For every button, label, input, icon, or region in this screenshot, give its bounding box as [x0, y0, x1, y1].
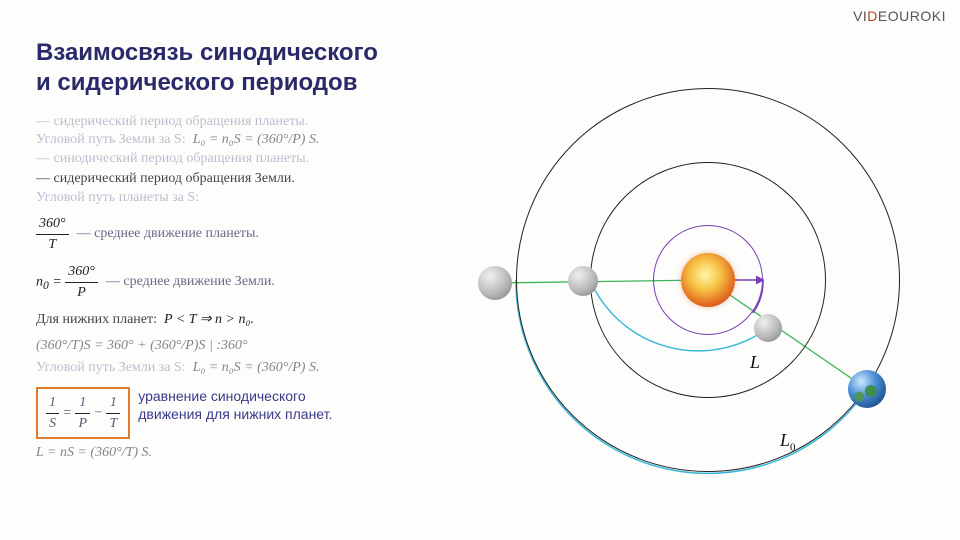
def-line-3: — синодический период обращения планеты. — [36, 149, 456, 169]
angular-earth: Угловой путь Земли за S: L₀ = n₀S = (360… — [36, 358, 456, 378]
boxed-equation-row: 1S = 1P − 1T уравнение синодического дви… — [36, 387, 456, 439]
sun-icon — [681, 253, 735, 307]
def-line-5: Угловой путь планеты за S: — [36, 188, 456, 208]
planet-0 — [478, 266, 512, 300]
boxed-equation: 1S = 1P − 1T — [36, 387, 130, 439]
planet-3 — [848, 370, 886, 408]
planet-1 — [568, 266, 598, 296]
formula-nT: 360°T — среднее движение планеты. — [36, 214, 456, 254]
equation-label: уравнение синодического движения для ниж… — [138, 387, 338, 423]
diagram-label-1: L0 — [780, 430, 796, 454]
watermark: VIDEOUROKI — [853, 8, 946, 24]
diagram-label-0: L — [750, 352, 760, 373]
lower-planets-label: Для нижних планет: P < T ⇒ n > n₀. — [36, 310, 456, 330]
content-block: — сидерический период обращения планеты.… — [36, 112, 456, 469]
def-line-2: Угловой путь Земли за S: L₀ = n₀S = (360… — [36, 130, 456, 150]
planet-2 — [754, 314, 782, 342]
title-line-1: Взаимосвязь синодического — [36, 38, 378, 68]
slide-title: Взаимосвязь синодического и сидерическог… — [36, 38, 378, 98]
def-line-4: — сидерический период обращения Земли. — [36, 169, 456, 189]
formula-nP: n0 = 360°P — среднее движение Земли. — [36, 262, 456, 302]
overlap-bottom: L = nS = (360°/T) S. — [36, 443, 456, 463]
orbit-diagram: L L0 — [460, 70, 920, 510]
title-line-2: и сидерического периодов — [36, 68, 378, 98]
formula-360S: (360°/T)S = 360° + (360°/P)S | :360° — [36, 336, 456, 356]
